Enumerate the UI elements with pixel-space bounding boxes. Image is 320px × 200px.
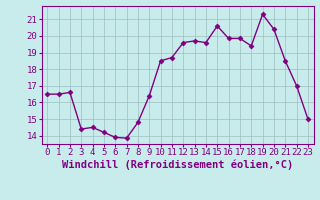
X-axis label: Windchill (Refroidissement éolien,°C): Windchill (Refroidissement éolien,°C)	[62, 160, 293, 170]
